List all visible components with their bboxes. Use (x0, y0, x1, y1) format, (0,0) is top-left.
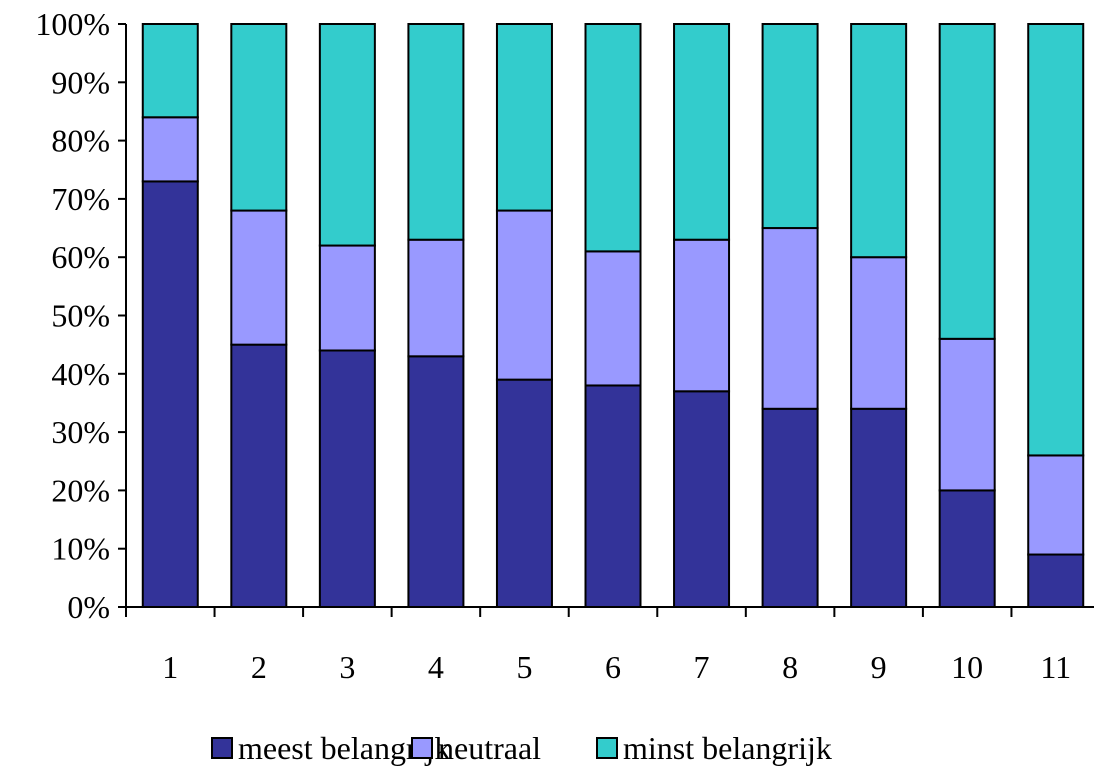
y-tick-label: 100% (35, 6, 110, 42)
bar-10-meest-belangrijk (938, 489, 996, 608)
bar-1-minst-belangrijk (141, 23, 199, 119)
y-tick-label: 80% (51, 123, 110, 159)
bar-11-meest-belangrijk (1027, 553, 1085, 609)
bar-7-neutraal (673, 238, 731, 393)
bar-3-minst-belangrijk (318, 23, 376, 247)
bar-5-meest-belangrijk (495, 378, 553, 608)
bar-7-meest-belangrijk (673, 390, 731, 609)
x-tick-label: 10 (951, 649, 983, 685)
bar-9-minst-belangrijk (850, 23, 908, 259)
bar-1-meest-belangrijk (141, 180, 199, 608)
bar-5-minst-belangrijk (495, 23, 553, 212)
bar-6-meest-belangrijk (584, 384, 642, 608)
bar-4-meest-belangrijk (407, 355, 465, 608)
bar-7-minst-belangrijk (673, 23, 731, 241)
y-tick-label: 0% (67, 589, 110, 625)
x-tick-label: 1 (162, 649, 178, 685)
legend-label: neutraal (438, 730, 541, 766)
x-tick-label: 6 (605, 649, 621, 685)
bars-layer (141, 23, 1085, 609)
axes-layer: 0% 10% 20% 30% 40% 50% 60% 70% 80% 90% 100% 1 2 3 4 5 6 7… (35, 6, 1094, 685)
bar-6-neutraal (584, 250, 642, 387)
x-tick-label: 7 (694, 649, 710, 685)
bar-2-meest-belangrijk (230, 343, 288, 608)
legend-swatch (596, 737, 618, 759)
bar-3-meest-belangrijk (318, 349, 376, 608)
bar-1-neutraal (141, 116, 199, 183)
bar-2-minst-belangrijk (230, 23, 288, 212)
legend-swatch (411, 737, 433, 759)
legend-swatch (211, 737, 233, 759)
legend-label: minst belangrijk (623, 730, 832, 766)
y-tick-label: 50% (51, 298, 110, 334)
bar-4-minst-belangrijk (407, 23, 465, 241)
bar-3-neutraal (318, 244, 376, 352)
y-tick-label: 60% (51, 239, 110, 275)
y-tick-label: 30% (51, 414, 110, 450)
legend-item: minst belangrijk (596, 730, 832, 766)
bar-11-minst-belangrijk (1027, 23, 1085, 457)
y-tick-label: 70% (51, 181, 110, 217)
x-tick-label: 4 (428, 649, 444, 685)
legend-item: neutraal (411, 730, 541, 766)
y-tick-label: 10% (51, 531, 110, 567)
y-tick-label: 20% (51, 472, 110, 508)
bar-9-meest-belangrijk (850, 407, 908, 608)
x-tick-label: 8 (782, 649, 798, 685)
bar-2-neutraal (230, 209, 288, 346)
bar-5-neutraal (495, 209, 553, 381)
bar-10-neutraal (938, 337, 996, 492)
bar-10-minst-belangrijk (938, 23, 996, 340)
x-tick-label: 5 (516, 649, 532, 685)
bar-9-neutraal (850, 256, 908, 410)
x-tick-label: 11 (1040, 649, 1071, 685)
x-tick-label: 2 (251, 649, 267, 685)
y-tick-label: 90% (51, 64, 110, 100)
bar-8-meest-belangrijk (761, 407, 819, 608)
bar-4-neutraal (407, 238, 465, 358)
bar-6-minst-belangrijk (584, 23, 642, 253)
x-tick-label: 3 (339, 649, 355, 685)
bar-8-neutraal (761, 227, 819, 410)
bar-8-minst-belangrijk (761, 23, 819, 230)
y-tick-label: 40% (51, 356, 110, 392)
x-tick-label: 9 (871, 649, 887, 685)
bar-11-neutraal (1027, 454, 1085, 556)
